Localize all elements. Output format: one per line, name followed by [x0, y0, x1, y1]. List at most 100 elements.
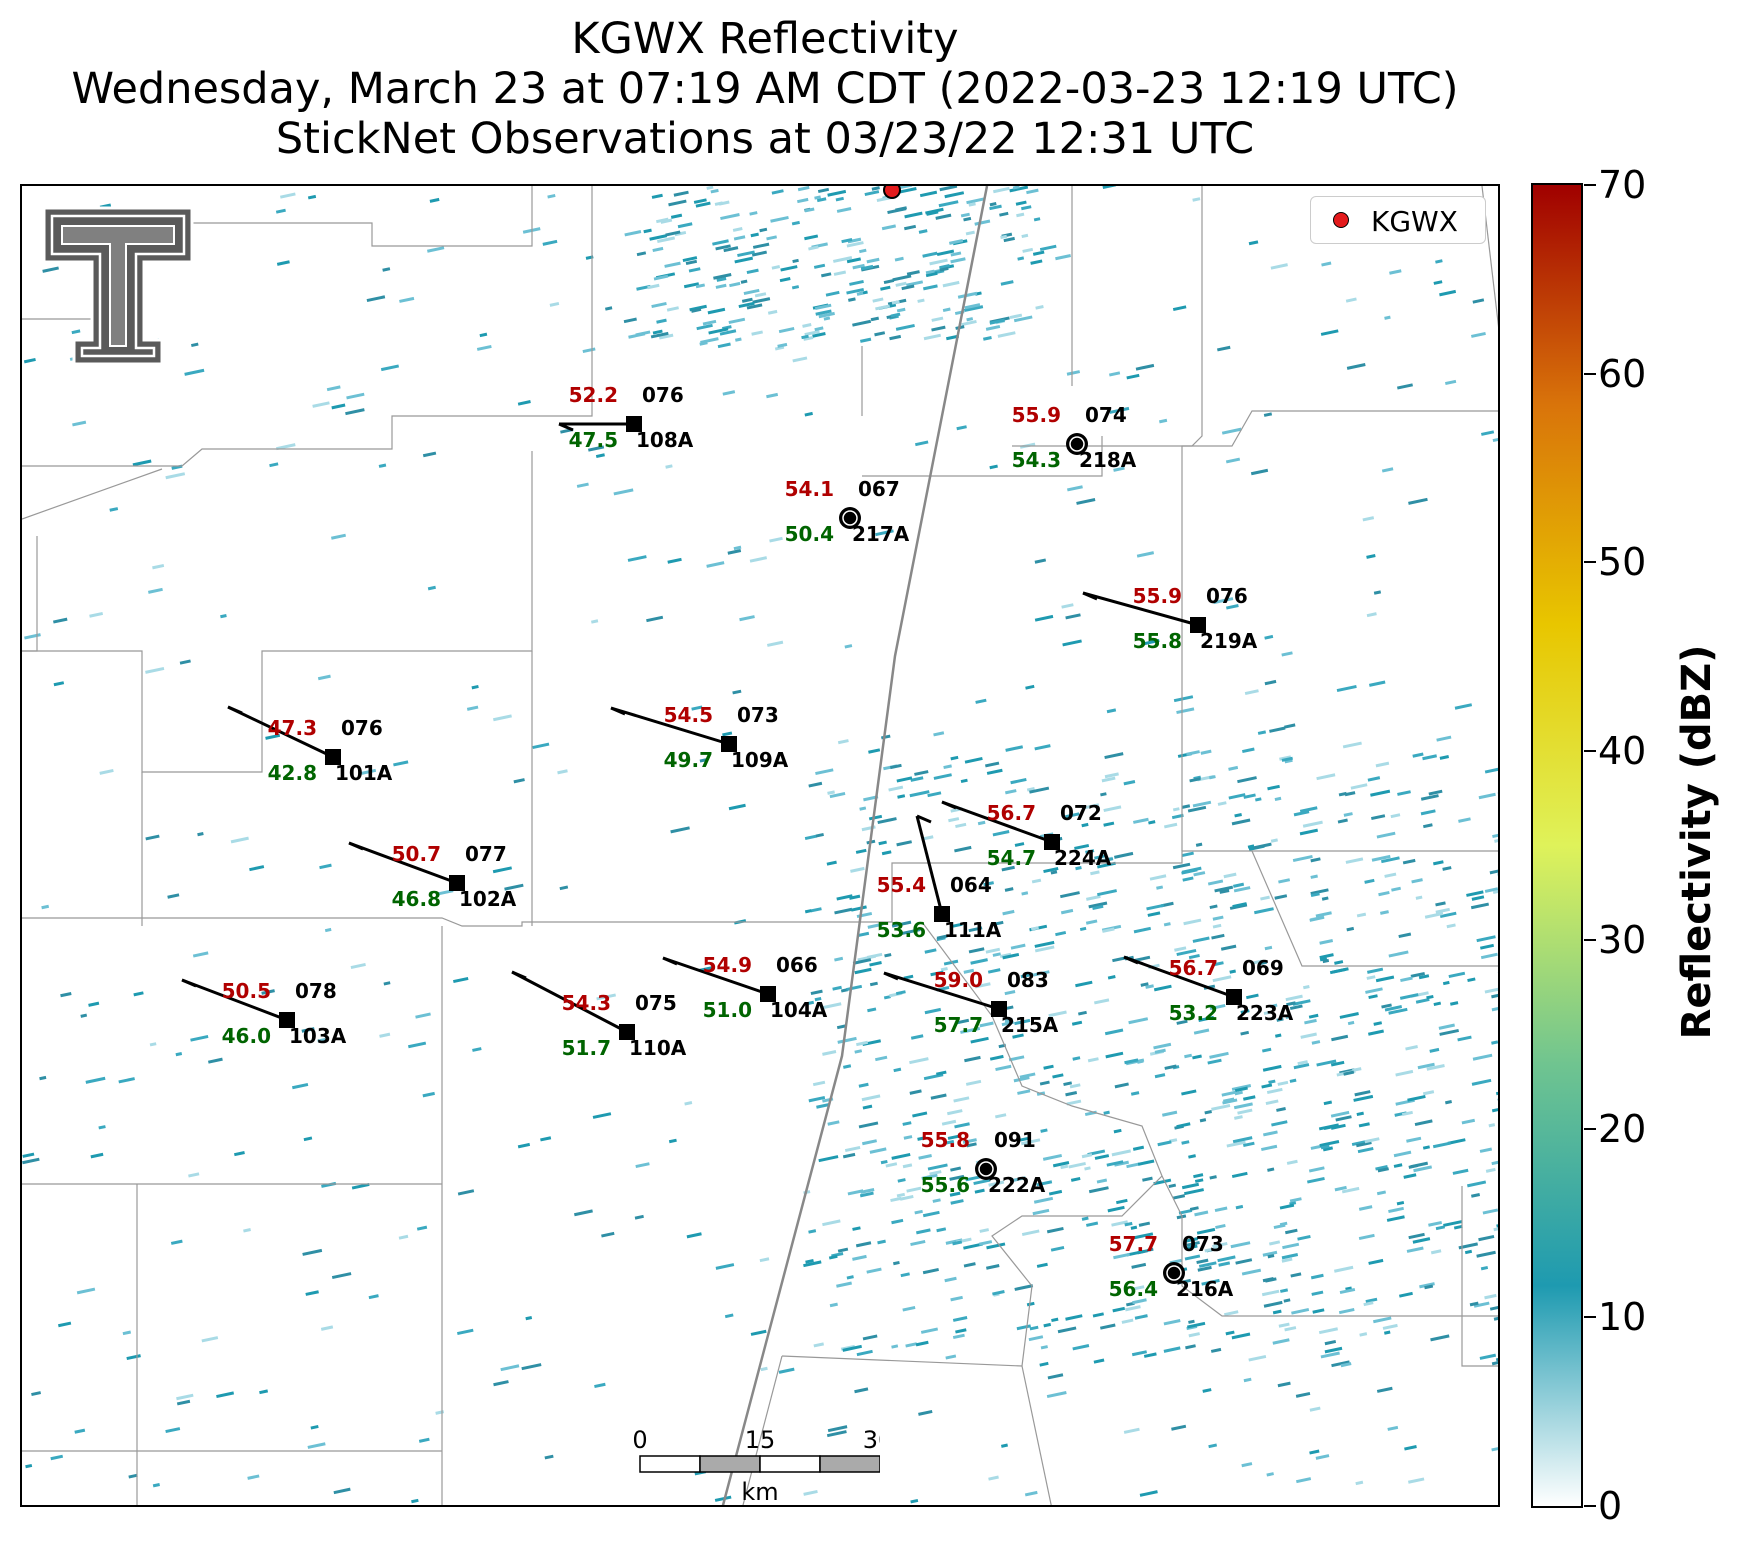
station-dewpoint: 46.0	[222, 1024, 271, 1048]
station-id: 215A	[1001, 1013, 1059, 1037]
station-dewpoint: 55.8	[1133, 629, 1182, 653]
station-marker	[721, 736, 737, 752]
station-marker	[1190, 617, 1206, 633]
map-panel[interactable]: 52.2 076 47.5 108A 55.9 074 54.3 218A 54.1 067 50.…	[20, 184, 1500, 1507]
station-temperature: 52.2	[569, 383, 618, 407]
station-marker	[991, 1001, 1007, 1017]
wind-barb-flag	[1082, 591, 1098, 601]
station-id: 102A	[459, 887, 517, 911]
station-temperature: 55.9	[1012, 403, 1061, 427]
wind-barb	[662, 956, 769, 996]
wind-barb-flag	[348, 841, 364, 851]
scale-label-30: 30	[863, 1426, 880, 1454]
highway-line	[721, 186, 989, 1505]
legend-label: KGWX	[1371, 205, 1458, 238]
colorbar-tick-label: 50	[1598, 540, 1647, 585]
calm-wind-marker	[1163, 1262, 1185, 1284]
wind-barb-flag	[227, 705, 243, 715]
station-plot-222A[interactable]: 55.8 091 55.6 222A	[921, 1128, 1046, 1197]
scale-label-0: 0	[632, 1426, 647, 1454]
station-temperature: 50.7	[392, 842, 441, 866]
wind-barb-flag	[511, 970, 527, 980]
station-plot-224A[interactable]: 56.7 072 54.7 224A	[941, 800, 1112, 870]
station-plot-110A[interactable]: 54.3 075 51.7 110A	[511, 970, 687, 1060]
colorbar-tick-label: 0	[1598, 1484, 1623, 1528]
station-temperature: 50.5	[222, 979, 271, 1003]
station-id: 101A	[335, 761, 393, 785]
station-marker	[1226, 989, 1242, 1005]
station-plot-217A[interactable]: 54.1 067 50.4 217A	[785, 477, 910, 546]
station-id: 104A	[770, 998, 828, 1022]
station-id: 109A	[731, 748, 789, 772]
wind-barb	[610, 706, 730, 746]
colorbar-tick-mark	[1584, 184, 1596, 186]
colorbar-tick-mark	[1584, 750, 1596, 753]
station-pressure: 076	[341, 716, 383, 740]
station-temperature: 55.8	[921, 1128, 970, 1152]
station-pressure: 072	[1060, 801, 1102, 825]
station-temperature: 54.9	[703, 953, 752, 977]
station-marker	[760, 986, 776, 1002]
station-plot-223A[interactable]: 56.7 069 53.2 223A	[1123, 955, 1294, 1025]
station-id: 223A	[1236, 1001, 1294, 1025]
station-plot-108A[interactable]: 52.2 076 47.5 108A	[558, 383, 694, 452]
wind-barb	[1082, 591, 1199, 627]
station-id: 218A	[1079, 448, 1137, 472]
station-dewpoint: 56.4	[1109, 1277, 1158, 1301]
wind-barb-flag	[181, 978, 197, 988]
title-line-3: StickNet Observations at 03/23/22 12:31 …	[275, 114, 1255, 164]
station-plot-215A[interactable]: 59.0 083 57.7 215A	[883, 968, 1059, 1037]
station-marker	[619, 1024, 635, 1040]
wind-barb-flag	[916, 814, 932, 824]
map-legend: KGWX	[1310, 196, 1486, 244]
station-plot-109A[interactable]: 54.5 073 49.7 109A	[610, 703, 789, 772]
station-id: 216A	[1176, 1277, 1234, 1301]
colorbar-tick-mark	[1584, 938, 1596, 941]
reflectivity-layer	[22, 186, 1498, 1504]
station-plot-218A[interactable]: 55.9 074 54.3 218A	[1012, 403, 1137, 472]
reflectivity-colorbar	[1531, 183, 1583, 1508]
station-dewpoint: 50.4	[785, 522, 834, 546]
wind-barb	[915, 815, 944, 915]
station-pressure: 091	[994, 1128, 1036, 1152]
wind-barb-flag	[1123, 955, 1139, 965]
station-dewpoint: 51.0	[703, 998, 752, 1022]
station-plots: 52.2 076 47.5 108A 55.9 074 54.3 218A 54.1 067 50.…	[181, 383, 1294, 1301]
wind-barb-flag	[558, 422, 574, 432]
station-pressure: 069	[1242, 956, 1284, 980]
station-marker	[934, 906, 950, 922]
station-plot-102A[interactable]: 50.7 077 46.8 102A	[348, 841, 517, 911]
station-id: 219A	[1200, 629, 1258, 653]
calm-wind-marker	[975, 1158, 997, 1180]
station-dewpoint: 54.3	[1012, 448, 1061, 472]
station-id: 224A	[1054, 846, 1112, 870]
station-id: 110A	[629, 1036, 687, 1060]
station-pressure: 083	[1007, 968, 1049, 992]
radar-marker-icon	[1333, 212, 1349, 228]
station-plot-111A[interactable]: 55.4 064 53.6 111A	[877, 814, 1002, 942]
station-temperature: 54.1	[785, 477, 834, 501]
station-dewpoint: 47.5	[569, 428, 618, 452]
station-marker	[626, 416, 642, 432]
wind-barb-flag	[941, 800, 957, 810]
station-plot-104A[interactable]: 54.9 066 51.0 104A	[662, 953, 828, 1022]
colorbar-tick-label: 60	[1598, 351, 1647, 396]
station-dewpoint: 46.8	[392, 887, 441, 911]
station-id: 111A	[944, 918, 1002, 942]
station-temperature: 56.7	[987, 801, 1036, 825]
calm-wind-marker	[1066, 433, 1088, 455]
station-pressure: 066	[776, 953, 818, 977]
colorbar-tick-label: 10	[1598, 1295, 1647, 1340]
station-plot-101A[interactable]: 47.3 076 42.8 101A	[227, 705, 393, 785]
station-plot-219A[interactable]: 55.9 076 55.8 219A	[1082, 584, 1258, 653]
station-pressure: 067	[858, 477, 900, 501]
scale-unit: km	[741, 1478, 778, 1506]
station-temperature: 59.0	[934, 968, 983, 992]
station-id: 217A	[852, 522, 910, 546]
station-plot-216A[interactable]: 57.7 073 56.4 216A	[1109, 1232, 1234, 1301]
station-plot-103A[interactable]: 50.5 078 46.0 103A	[181, 978, 347, 1048]
wind-barb-flag	[610, 706, 626, 716]
wind-barb	[1123, 955, 1235, 999]
station-marker	[279, 1012, 295, 1028]
station-temperature: 47.3	[268, 716, 317, 740]
